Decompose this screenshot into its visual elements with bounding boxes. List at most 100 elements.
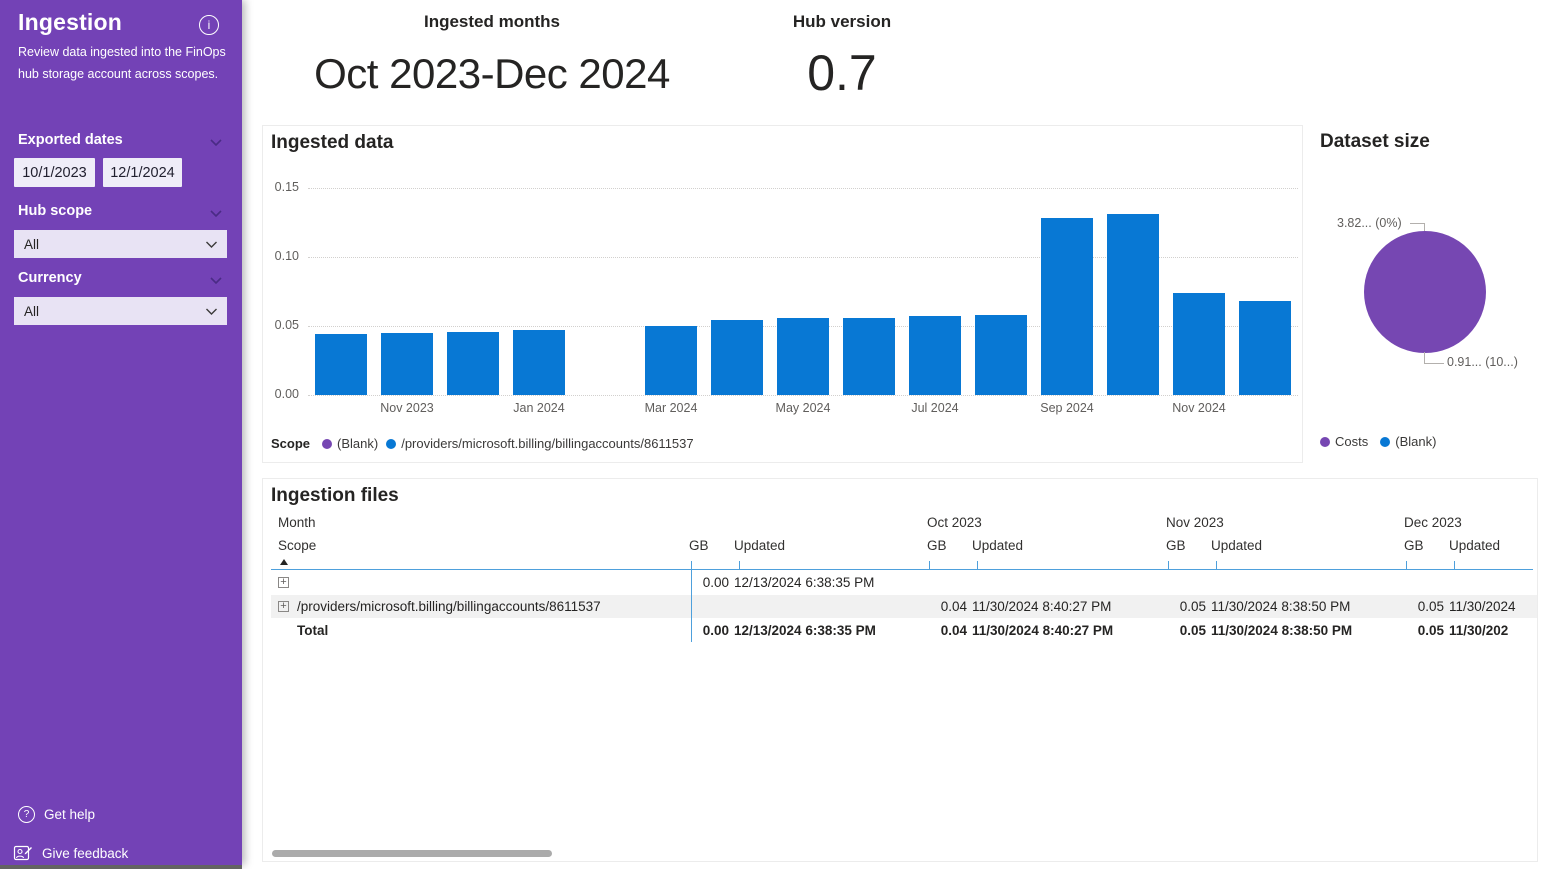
bar-nov-2024[interactable]	[1173, 292, 1225, 395]
y-axis-tick-label: 0.00	[274, 387, 299, 401]
column-header-scope[interactable]: Scope	[278, 538, 317, 553]
legend-item-blank[interactable]: (Blank)	[1380, 434, 1436, 449]
bar-sep-2024[interactable]	[1041, 218, 1093, 395]
column-header-updated[interactable]: Updated	[972, 538, 1024, 553]
column-group-nov-2023[interactable]: Nov 2023	[1166, 515, 1224, 530]
x-axis-tick-label: Nov 2023	[380, 401, 434, 415]
expand-row-button[interactable]: +	[278, 601, 289, 612]
x-axis-tick-label: Mar 2024	[644, 401, 698, 415]
updated-cell: 11/30/2024 8:40:27 PM	[972, 599, 1112, 614]
gb-cell: 0.05	[1417, 599, 1444, 614]
table-column-tick	[929, 561, 930, 569]
hub-scope-label: Hub scope	[18, 203, 93, 219]
dataset-size-pie[interactable]	[1318, 125, 1554, 425]
table-header-month-row: Month Oct 2023 Nov 2023 Dec 2023	[271, 511, 1537, 534]
x-axis-tick-label: Jul 2024	[911, 401, 959, 415]
bar-nov-2023[interactable]	[381, 332, 433, 395]
column-group-oct-2023[interactable]: Oct 2023	[927, 515, 982, 530]
sort-ascending-icon[interactable]	[280, 559, 288, 565]
column-header-updated[interactable]: Updated	[1449, 538, 1501, 553]
bar-jan-2024[interactable]	[513, 330, 565, 395]
legend-item-blank[interactable]: (Blank)	[322, 436, 378, 451]
gb-cell: 0.05	[1417, 623, 1444, 638]
horizontal-scrollbar-thumb[interactable]	[272, 850, 552, 857]
gb-cell: 0.05	[1179, 623, 1206, 638]
updated-cell	[969, 571, 1160, 594]
ingested-data-legend: Scope (Blank) /providers/microsoft.billi…	[271, 436, 694, 451]
sidebar: Ingestion i Review data ingested into th…	[0, 0, 242, 865]
column-header-gb[interactable]: GB	[689, 538, 709, 553]
ingestion-files-title: Ingestion files	[271, 485, 399, 506]
column-header-updated[interactable]: Updated	[734, 538, 786, 553]
bar-may-2024[interactable]	[777, 317, 829, 395]
column-header-month[interactable]: Month	[278, 515, 316, 530]
gb-cell: 0.04	[940, 623, 967, 638]
bar-jul-2024[interactable]	[909, 316, 961, 395]
table-header-rule	[271, 569, 1533, 570]
hub-scope-collapse-chevron-icon[interactable]	[209, 208, 223, 218]
table-column-tick	[739, 561, 740, 569]
pie-callout-costs: 0.91... (10...)	[1447, 355, 1518, 369]
column-header-gb[interactable]: GB	[1404, 538, 1424, 553]
x-axis-tick-label: Sep 2024	[1040, 401, 1094, 415]
bar-oct-2024[interactable]	[1107, 214, 1159, 395]
updated-cell: 11/30/2024 8:38:50 PM	[1211, 599, 1351, 614]
info-icon[interactable]: i	[199, 15, 219, 35]
table-scope-divider	[691, 569, 692, 642]
give-feedback-link[interactable]: Give feedback	[13, 844, 128, 862]
table-row[interactable]: +0.00 12/13/2024 6:38:35 PM	[271, 571, 1537, 594]
bar-oct-2023[interactable]	[315, 334, 367, 395]
dataset-size-legend: Costs (Blank)	[1320, 434, 1436, 449]
column-group-dec-2023[interactable]: Dec 2023	[1404, 515, 1462, 530]
bar-apr-2024[interactable]	[711, 320, 763, 395]
table-row[interactable]: + /providers/microsoft.billing/billingacc…	[271, 595, 1537, 618]
x-axis-tick-label: Nov 2024	[1172, 401, 1226, 415]
updated-cell: 11/30/2024 8:40:27 PM	[972, 623, 1114, 638]
ingested-data-chart-title: Ingested data	[271, 132, 394, 153]
bar-dec-2024[interactable]	[1239, 301, 1291, 395]
hub-scope-dropdown[interactable]: All	[14, 230, 227, 258]
sidebar-scrollbar[interactable]	[0, 865, 242, 869]
ingested-data-chart-card: Ingested data 0.00 0.05 0.10 0.15 Nov 2023 Ja…	[262, 125, 1303, 463]
expand-row-button[interactable]: +	[278, 577, 289, 588]
feedback-icon	[13, 845, 32, 861]
legend-swatch-purple	[322, 438, 333, 449]
exported-end-date-chip[interactable]: 12/1/2024	[103, 158, 182, 187]
legend-item-costs[interactable]: Costs	[1320, 434, 1368, 449]
bar-jun-2024[interactable]	[843, 317, 895, 395]
ingested-data-plot-area: 0.00 0.05 0.10 0.15 Nov 2023 Jan 2024 Mar 2024…	[263, 126, 1302, 462]
column-header-gb[interactable]: GB	[927, 538, 947, 553]
gridline	[308, 188, 1298, 189]
hub-version-label: Hub version	[792, 12, 892, 31]
table-total-row[interactable]: Total 0.00 12/13/2024 6:38:35 PM 0.04 11/30/…	[271, 619, 1537, 642]
table-column-tick	[1454, 561, 1455, 569]
ingested-months-label: Ingested months	[423, 12, 560, 31]
bar-dec-2023[interactable]	[447, 331, 499, 395]
table-body: +0.00 12/13/2024 6:38:35 PM + /providers/mi…	[263, 571, 1537, 643]
ingestion-files-table-card: Ingestion files Month Oct 2023 Nov 2023 Dec…	[262, 478, 1538, 862]
gridline	[308, 395, 1298, 396]
gb-cell	[1398, 571, 1446, 594]
bar-mar-2024[interactable]	[645, 326, 697, 395]
dataset-size-chart-card: Dataset size 3.82... (0%) 0.91... (10...…	[1318, 125, 1554, 463]
exported-start-date-chip[interactable]: 10/1/2023	[14, 158, 95, 187]
legend-item-billing-account[interactable]: /providers/microsoft.billing/billingacco…	[386, 436, 694, 451]
get-help-label: Get help	[44, 807, 96, 822]
table-column-tick	[691, 561, 692, 569]
column-group-blank[interactable]	[683, 511, 921, 534]
get-help-link[interactable]: ? Get help	[18, 806, 95, 823]
exported-dates-collapse-chevron-icon[interactable]	[209, 137, 223, 147]
updated-cell: 11/30/2024	[1449, 599, 1516, 614]
hub-scope-selected-value: All	[24, 236, 40, 252]
y-axis-tick-label: 0.15	[274, 180, 299, 194]
bar-aug-2024[interactable]	[975, 314, 1027, 395]
x-axis-tick-label: May 2024	[775, 401, 831, 415]
currency-collapse-chevron-icon[interactable]	[209, 275, 223, 285]
gb-cell: 0.00	[702, 575, 729, 590]
legend-swatch-blue	[1380, 436, 1391, 447]
page-title: Ingestion	[18, 9, 123, 35]
help-icon: ?	[18, 806, 35, 823]
column-header-updated[interactable]: Updated	[1211, 538, 1263, 553]
currency-dropdown[interactable]: All	[14, 297, 227, 325]
column-header-gb[interactable]: GB	[1166, 538, 1186, 553]
